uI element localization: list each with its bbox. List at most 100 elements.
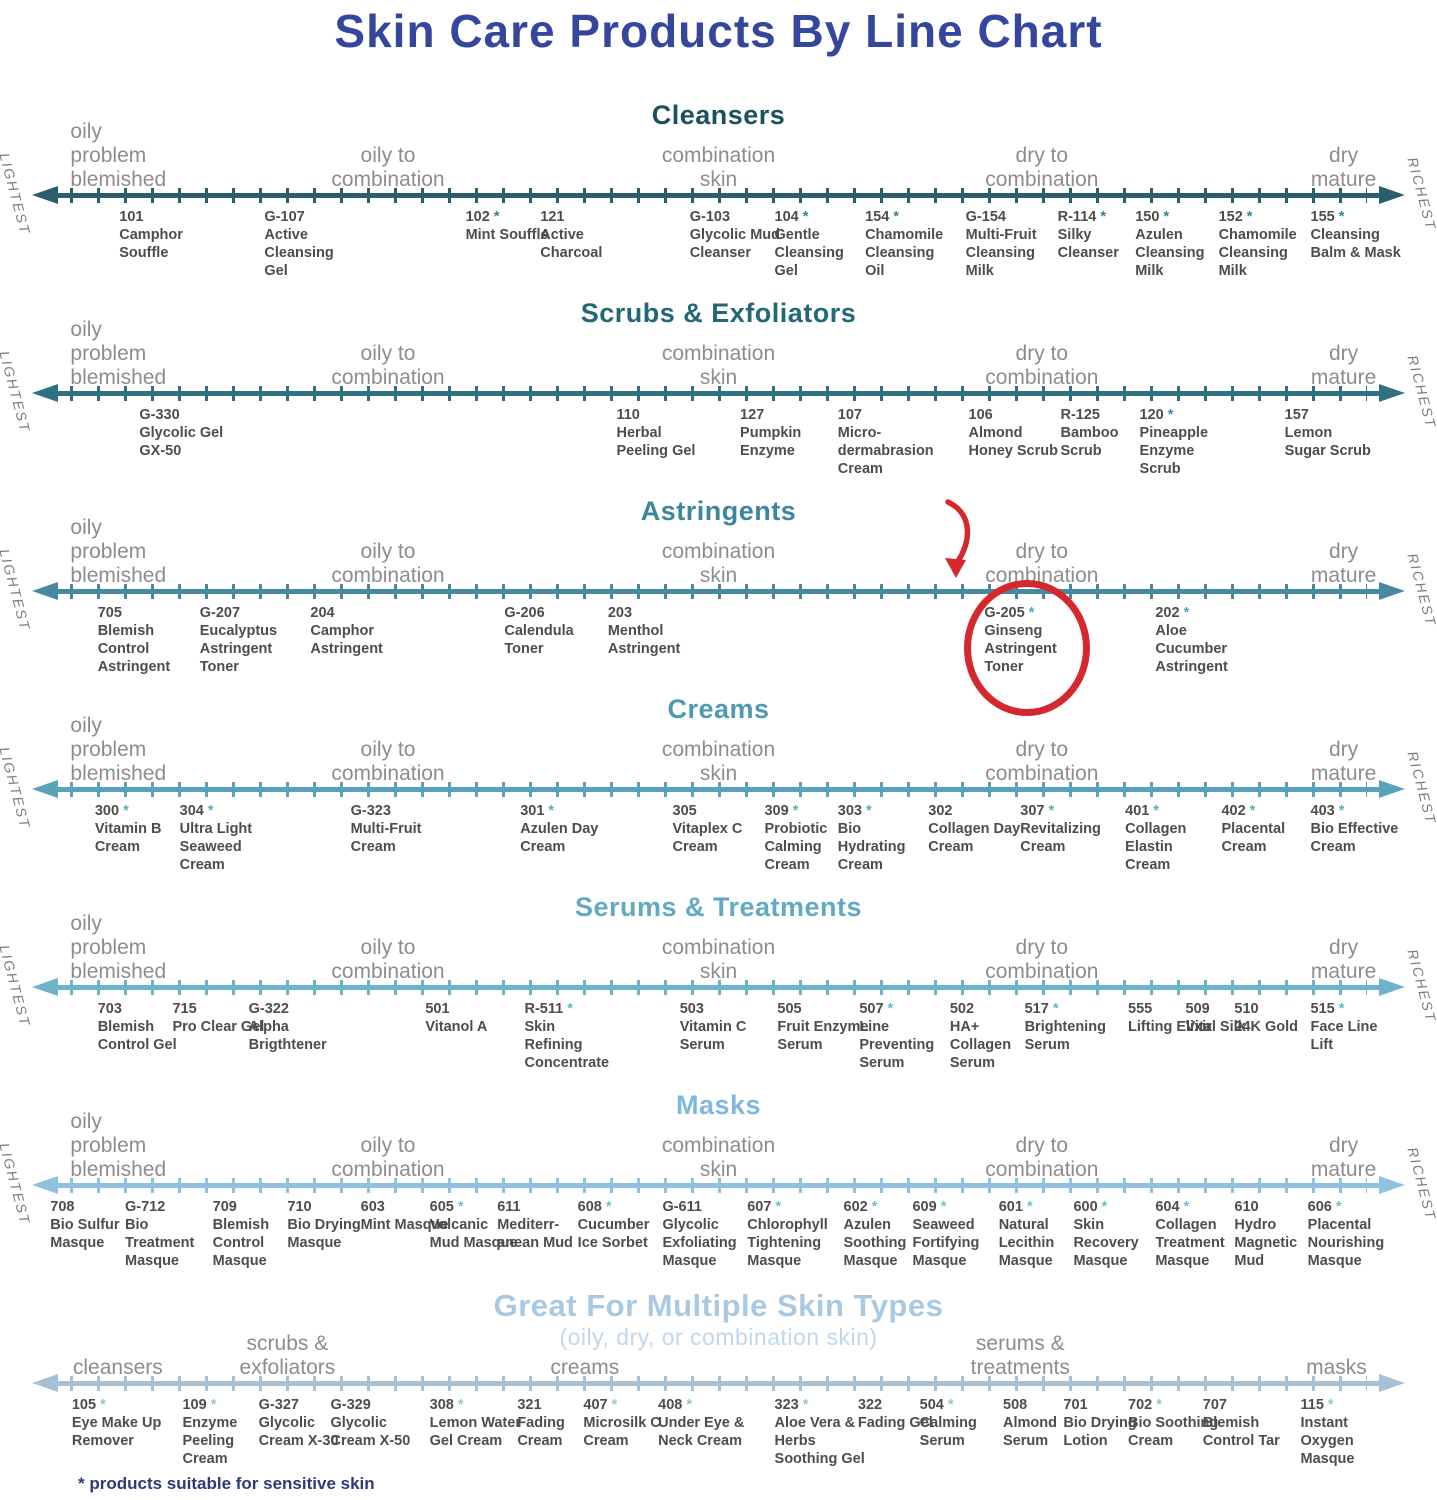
lightest-label: LIGHTEST: [0, 349, 34, 435]
skin-type-label: dry mature: [1310, 935, 1377, 983]
product-code: 300 *: [94, 803, 129, 819]
axis-left-arrowhead: [32, 1176, 58, 1194]
sensitive-skin-footnote: * products suitable for sensitive skin: [78, 1474, 375, 1493]
skin-type-label: dry to combination: [985, 143, 1099, 191]
sensitive-skin-asterisk: *: [1246, 209, 1253, 225]
product-code: 607 *: [747, 1199, 782, 1215]
product-code: 611: [497, 1199, 521, 1215]
product-label-509: 509 Vital Silk: [1186, 1001, 1246, 1037]
sensitive-skin-asterisk: *: [866, 803, 872, 819]
sensitive-skin-asterisk: *: [792, 803, 799, 819]
product-label-106: 106 Almond Honey Scrub: [969, 407, 1061, 461]
product-name: Vital Silk: [1185, 1018, 1246, 1035]
product-label-401: 401 * Collagen Elastin Cream: [1125, 803, 1217, 875]
product-code: 102 *: [465, 209, 500, 225]
product-label-152: 152 * Chamomile Cleansing Milk: [1219, 209, 1311, 281]
product-name: Camphor Souffle: [119, 226, 183, 261]
product-label-300: 300 * Vitamin B Cream: [95, 803, 187, 857]
page-title: Skin Care Products By Line Chart: [334, 5, 1103, 57]
product-label-127: 127 Pumpkin Enzyme: [740, 407, 832, 461]
product-name: Lemon Sugar Scrub: [1284, 424, 1371, 459]
product-name: Lemon Water Gel Cream: [429, 1414, 521, 1449]
product-name: Azulen Soothing Masque: [843, 1216, 907, 1269]
sensitive-skin-asterisk: *: [947, 1397, 954, 1413]
product-label-304: 304 * Ultra Light Seaweed Cream: [180, 803, 272, 875]
sensitive-skin-asterisk: *: [1167, 407, 1174, 423]
product-label-600: 600 * Skin Recovery Masque: [1073, 1199, 1165, 1271]
product-name: Bio Drying Masque: [287, 1216, 361, 1251]
sensitive-skin-asterisk: *: [210, 1397, 217, 1413]
product-code: R-125: [1060, 407, 1101, 423]
product-code: 203: [607, 605, 633, 621]
product-code: 305: [672, 803, 697, 819]
sensitive-skin-asterisk: *: [1183, 1199, 1190, 1215]
skin-type-label: oily problem blemished: [70, 911, 167, 983]
product-code: G-206: [504, 605, 545, 621]
product-name: Glycolic Cream X-50: [330, 1414, 411, 1449]
product-label-608: 608 * Cucumber Ice Sorbet: [578, 1199, 670, 1253]
sensitive-skin-asterisk: *: [1153, 803, 1160, 819]
richest-label: RICHEST: [1404, 749, 1437, 827]
product-code: 157: [1284, 407, 1309, 423]
product-name: Cucumber Ice Sorbet: [577, 1216, 650, 1251]
product-label-408: 408 * Under Eye & Neck Cream: [658, 1397, 750, 1451]
product-name: 24K Gold: [1234, 1018, 1299, 1035]
product-code: 702 *: [1128, 1397, 1162, 1413]
lightest-label: LIGHTEST: [0, 151, 34, 237]
product-name: Bio Drying Lotion: [1063, 1414, 1137, 1449]
product-code: G-107: [264, 209, 305, 225]
product-line-axis: [32, 186, 1405, 204]
sensitive-skin-asterisk: *: [893, 209, 899, 225]
product-code: 510: [1234, 1001, 1259, 1017]
skin-type-label: dry to combination: [985, 935, 1099, 983]
product-label-r-511: R-511 * Skin Refining Concentrate: [525, 1001, 617, 1073]
product-code: 106: [968, 407, 993, 423]
product-code: 304 *: [179, 803, 214, 819]
product-label-105: 105 * Eye Make Up Remover: [72, 1397, 164, 1451]
product-name: HA+ Collagen Serum: [949, 1018, 1012, 1071]
skin-type-label: oily to combination: [331, 737, 445, 785]
product-label-605: 605 * Volcanic Mud Masque: [430, 1199, 522, 1253]
product-label-309: 309 * Probiotic Calming Cream: [764, 803, 856, 875]
product-name: Lifting Elixir: [1128, 1018, 1212, 1035]
axis-ticks: [70, 980, 1367, 995]
product-label-g-154: G-154 Multi-Fruit Cleansing Milk: [966, 209, 1058, 281]
axis-ticks: [70, 386, 1367, 401]
sensitive-skin-asterisk: *: [1327, 1397, 1334, 1413]
product-label-109: 109 * Enzyme Peeling Cream: [182, 1397, 274, 1469]
skin-type-label: oily to combination: [331, 935, 445, 983]
section-title: Serums & Treatments: [574, 892, 863, 922]
section-title: Astringents: [640, 496, 797, 526]
product-label-154: 154 * Chamomile Cleansing Oil: [865, 209, 957, 281]
section-great-for-multiple-skin-types: Great For Multiple Skin Types (oily, dry,…: [0, 1288, 1437, 1486]
product-code: G-327: [258, 1397, 299, 1413]
product-label-702: 702 * Bio Soothing Cream: [1128, 1397, 1220, 1451]
product-code: 309 *: [764, 803, 799, 819]
product-label-504: 504 * Calming Serum: [920, 1397, 1012, 1451]
sensitive-skin-asterisk: *: [1338, 1001, 1345, 1017]
product-code: 401 *: [1125, 803, 1160, 819]
sensitive-skin-asterisk: *: [1338, 209, 1345, 225]
product-name: Multi-Fruit Cleansing Milk: [965, 226, 1037, 279]
product-label-601: 601 * Natural Lecithin Masque: [999, 1199, 1091, 1271]
product-code: 504 *: [919, 1397, 954, 1413]
skin-type-label: masks: [1306, 1355, 1367, 1379]
sensitive-skin-asterisk: *: [1048, 803, 1055, 819]
product-name: Volcanic Mud Masque: [429, 1216, 518, 1251]
product-code: 515 *: [1310, 1001, 1345, 1017]
product-name: Blemish Control Astringent: [97, 622, 171, 675]
product-label-323: 323 * Aloe Vera & Herbs Soothing Gel: [775, 1397, 867, 1469]
section-astringents: Astringents oily problem blemished oily to co…: [0, 496, 1437, 716]
product-name: Placental Cream: [1221, 820, 1286, 855]
product-label-r-125: R-125 Bamboo Scrub: [1061, 407, 1153, 461]
product-label-611: 611 Mediterr- anean Mud: [497, 1199, 589, 1253]
skin-type-label: oily problem blemished: [70, 1109, 167, 1181]
product-name: Camphor Astringent: [310, 622, 383, 657]
product-name: Almond Honey Scrub: [968, 424, 1058, 459]
skin-type-label: serums & treatments: [970, 1331, 1070, 1379]
product-label-202: 202 * Aloe Cucumber Astringent: [1155, 605, 1247, 677]
section-subtitle: (oily, dry, or combination skin): [559, 1324, 878, 1350]
section-masks: Masks oily problem blemished oily to combinat…: [0, 1090, 1437, 1288]
product-code: G-103: [689, 209, 731, 225]
skin-type-label: oily to combination: [331, 1133, 445, 1181]
